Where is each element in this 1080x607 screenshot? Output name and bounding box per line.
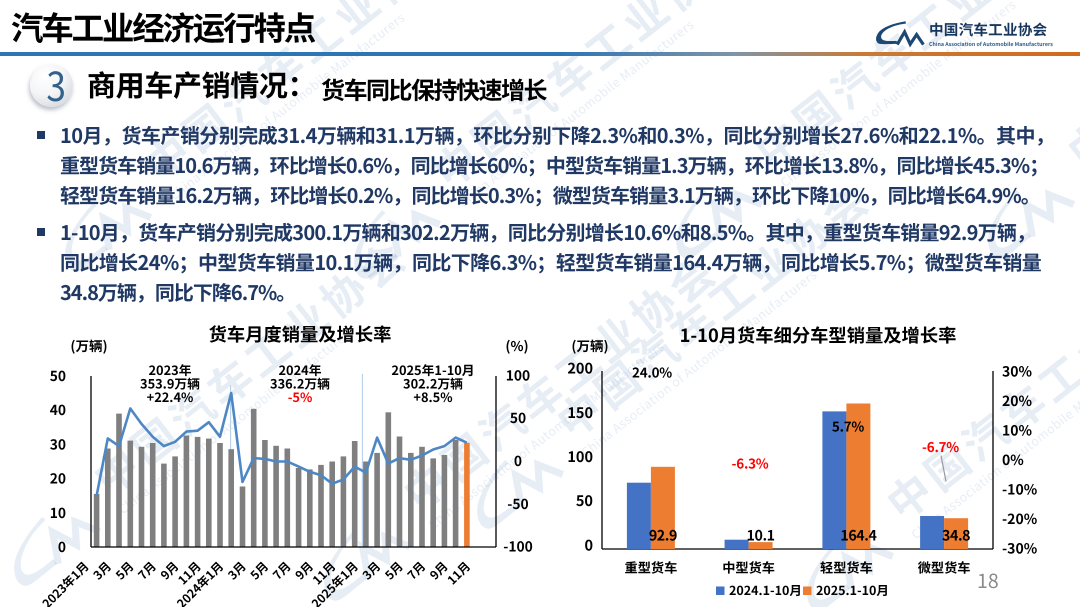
svg-text:-100: -100 <box>503 536 533 556</box>
svg-text:0%: 0% <box>1002 450 1024 470</box>
svg-text:1-10月货车细分车型销量及增长率: 1-10月货车细分车型销量及增长率 <box>680 322 957 348</box>
svg-text:150: 150 <box>567 402 593 423</box>
svg-text:-50: -50 <box>507 493 528 513</box>
svg-text:3月: 3月 <box>89 558 115 584</box>
svg-text:0: 0 <box>584 535 593 556</box>
svg-text:2025.1-10月: 2025.1-10月 <box>816 580 889 599</box>
svg-text:+8.5%: +8.5% <box>413 387 452 406</box>
svg-text:-6.7%: -6.7% <box>922 436 959 456</box>
svg-text:11月: 11月 <box>443 558 474 589</box>
svg-text:2023年1月: 2023年1月 <box>38 558 92 607</box>
svg-text:-6.3%: -6.3% <box>731 452 768 472</box>
svg-text:(万辆): (万辆) <box>571 335 608 355</box>
svg-text:100: 100 <box>567 446 593 467</box>
svg-text:2024年: 2024年 <box>279 360 322 379</box>
svg-text:-10%: -10% <box>1002 480 1038 500</box>
svg-text:7月: 7月 <box>269 558 295 584</box>
svg-text:7月: 7月 <box>134 558 160 584</box>
svg-text:30: 30 <box>50 433 66 453</box>
svg-text:货车月度销量及增长率: 货车月度销量及增长率 <box>209 321 392 347</box>
svg-text:50: 50 <box>576 490 593 511</box>
svg-text:34.8: 34.8 <box>942 526 970 546</box>
svg-text:5.7%: 5.7% <box>832 416 865 436</box>
svg-text:-20%: -20% <box>1002 509 1038 529</box>
svg-text:353.9万辆: 353.9万辆 <box>140 374 200 393</box>
svg-text:5月: 5月 <box>246 558 272 584</box>
svg-text:164.4: 164.4 <box>840 526 876 546</box>
svg-text:3月: 3月 <box>359 558 385 584</box>
svg-text:50: 50 <box>510 407 526 427</box>
svg-text:20%: 20% <box>1002 391 1033 411</box>
svg-text:+22.4%: +22.4% <box>147 387 194 406</box>
svg-text:-30%: -30% <box>1002 539 1038 559</box>
svg-text:336.2万辆: 336.2万辆 <box>270 374 330 393</box>
svg-text:200: 200 <box>567 358 593 379</box>
svg-text:2023年: 2023年 <box>149 360 192 379</box>
svg-text:30%: 30% <box>1002 362 1033 382</box>
svg-text:微型货车: 微型货车 <box>918 558 971 577</box>
svg-text:5月: 5月 <box>112 558 138 584</box>
svg-text:轻型货车: 轻型货车 <box>820 558 873 577</box>
svg-text:5月: 5月 <box>381 558 407 584</box>
svg-text:100: 100 <box>506 365 530 385</box>
svg-text:(万辆): (万辆) <box>70 335 107 355</box>
svg-text:10: 10 <box>50 502 66 522</box>
svg-text:(%): (%) <box>505 335 528 355</box>
svg-text:20: 20 <box>50 468 66 488</box>
svg-text:3月: 3月 <box>224 558 250 584</box>
svg-text:2024.1-10月: 2024.1-10月 <box>729 580 802 599</box>
svg-text:-5%: -5% <box>288 387 313 406</box>
svg-text:0: 0 <box>58 536 66 556</box>
svg-text:10%: 10% <box>1002 421 1033 441</box>
svg-text:302.2万辆: 302.2万辆 <box>403 374 463 393</box>
svg-text:24.0%: 24.0% <box>632 362 672 382</box>
svg-text:50: 50 <box>50 365 66 385</box>
svg-text:40: 40 <box>50 399 66 419</box>
svg-text:2025年1-10月: 2025年1-10月 <box>391 360 474 379</box>
svg-text:0: 0 <box>514 450 522 470</box>
svg-text:7月: 7月 <box>404 558 430 584</box>
svg-text:92.9: 92.9 <box>649 526 677 546</box>
svg-text:10.1: 10.1 <box>747 526 775 546</box>
svg-text:中型货车: 中型货车 <box>722 558 775 577</box>
svg-text:重型货车: 重型货车 <box>625 558 678 577</box>
